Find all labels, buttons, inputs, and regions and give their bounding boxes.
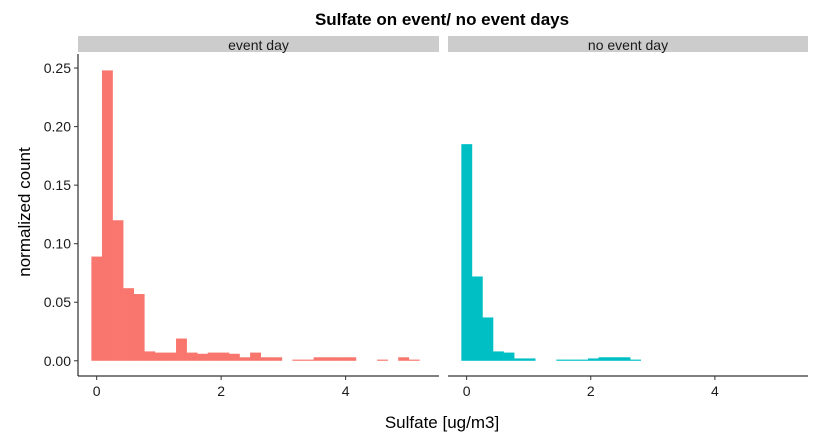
histogram-bar xyxy=(176,338,187,361)
x-tick-label: 2 xyxy=(217,383,225,399)
y-tick-label: 0.10 xyxy=(44,236,71,252)
histogram-bar xyxy=(250,352,261,361)
histogram-bar xyxy=(207,352,219,361)
y-tick-label: 0.05 xyxy=(44,294,71,310)
y-tick-label: 0.20 xyxy=(44,119,71,135)
bars xyxy=(91,70,420,361)
histogram-bar xyxy=(292,359,304,361)
x-axis-title: Sulfate [ug/m3] xyxy=(385,413,499,432)
histogram-bar xyxy=(133,294,145,361)
x-tick-label: 4 xyxy=(342,383,350,399)
facet-strip xyxy=(448,36,808,52)
facet-strip-label: no event day xyxy=(588,37,668,53)
x-tick-label: 2 xyxy=(587,383,595,399)
histogram-bar xyxy=(503,352,515,361)
histogram-bar xyxy=(218,352,230,361)
chart-title: Sulfate on event/ no event days xyxy=(315,10,569,29)
histogram-bar xyxy=(271,357,283,361)
histogram-bar xyxy=(260,357,272,361)
y-axis: 0.00 0.05 0.10 0.15 0.20 0.25 xyxy=(44,54,79,376)
facet-panels: event day 0 2 4 no event day 0 2 4 xyxy=(78,36,808,399)
histogram-bar xyxy=(377,359,388,361)
histogram-bar xyxy=(228,353,240,361)
histogram-bar xyxy=(154,352,166,361)
histogram-bar xyxy=(619,357,631,361)
y-tick-label: 0.25 xyxy=(44,60,71,76)
histogram-bar xyxy=(577,359,589,361)
histogram-bar xyxy=(482,317,494,361)
histogram-bar xyxy=(587,358,599,361)
histogram-bar xyxy=(91,256,103,361)
histogram-bar xyxy=(303,359,314,361)
histogram-bar xyxy=(345,357,357,361)
histogram-bar xyxy=(112,220,124,361)
histogram-bar xyxy=(123,288,135,361)
facet-strip xyxy=(78,36,439,52)
histogram-bar xyxy=(598,357,610,361)
histogram-bar xyxy=(165,352,177,361)
facet-panel-0: event day 0 2 4 xyxy=(78,36,439,399)
histogram-bar xyxy=(239,357,251,361)
histogram-bar xyxy=(524,358,536,361)
histogram-bar xyxy=(101,70,113,361)
y-tick-label: 0.00 xyxy=(44,353,71,369)
histogram-bar xyxy=(144,351,156,361)
histogram-bar xyxy=(398,357,410,361)
histogram-bar xyxy=(566,359,578,361)
histogram-bar xyxy=(630,359,642,361)
histogram-bar xyxy=(408,359,420,361)
y-tick-label: 0.15 xyxy=(44,177,71,193)
histogram-bar xyxy=(334,357,346,361)
histogram-bar xyxy=(313,357,325,361)
histogram-bar xyxy=(324,357,336,361)
facet-strip-label: event day xyxy=(228,37,289,53)
y-axis-title: normalized count xyxy=(15,147,34,277)
bars xyxy=(461,144,642,361)
histogram-bar xyxy=(186,352,198,361)
x-tick-label: 0 xyxy=(463,383,471,399)
facet-panel-1: no event day 0 2 4 xyxy=(448,36,808,399)
histogram-bar xyxy=(514,358,525,361)
histogram-bar xyxy=(197,353,209,361)
x-tick-label: 0 xyxy=(93,383,101,399)
histogram-bar xyxy=(461,144,473,361)
histogram-bar xyxy=(471,276,483,361)
histogram-bar xyxy=(556,359,568,361)
x-tick-label: 4 xyxy=(711,383,719,399)
histogram-bar xyxy=(493,351,504,361)
histogram-bar xyxy=(609,357,620,361)
